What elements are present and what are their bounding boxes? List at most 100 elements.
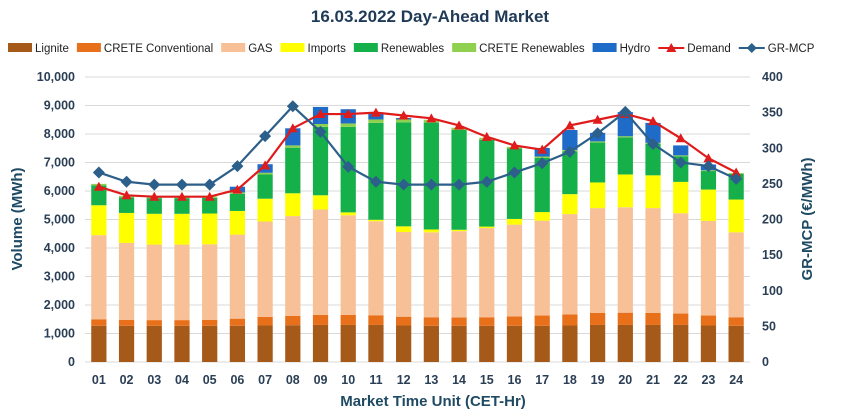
bar-segment <box>312 314 329 325</box>
legend-swatch <box>353 43 378 52</box>
bar-segment <box>396 226 412 233</box>
y2-axis-title: GR-MCP (€/MWh) <box>799 157 816 280</box>
bar-segment <box>423 232 439 318</box>
legend-label: CRETE Conventional <box>104 43 213 55</box>
bar-segment <box>589 208 606 313</box>
x-tick-label: 19 <box>591 373 605 387</box>
bar-segment <box>534 315 550 326</box>
bar-segment <box>700 220 717 316</box>
data-point <box>592 114 603 124</box>
bar-segment <box>202 197 218 214</box>
y-tick-label: 6,000 <box>44 184 75 198</box>
x-tick-label: 21 <box>646 373 660 387</box>
x-axis-title: Market Time Unit (CET-Hr) <box>340 393 526 410</box>
data-point <box>259 130 272 143</box>
bar-segment <box>506 325 523 362</box>
bar-segment <box>118 197 135 213</box>
y2-tick-label: 150 <box>762 248 783 262</box>
data-point <box>315 109 326 119</box>
bar-segment <box>479 228 495 318</box>
line-series <box>92 100 743 201</box>
bar-segment <box>728 317 744 326</box>
bar-segment <box>506 224 523 317</box>
bar-segment <box>451 231 467 318</box>
bar-segment <box>451 229 467 232</box>
x-tick-label: 04 <box>175 373 189 387</box>
bar-segment <box>396 316 412 326</box>
bar-segment <box>423 317 439 326</box>
bar-segment <box>700 315 717 326</box>
data-point <box>454 120 465 130</box>
x-tick-label: 23 <box>701 373 715 387</box>
bar-segment <box>340 123 356 127</box>
bar-segment <box>257 325 273 362</box>
bar-segment <box>645 143 661 176</box>
data-point <box>480 175 493 188</box>
data-point <box>619 105 632 118</box>
bar-segment <box>423 122 439 230</box>
data-point <box>314 125 327 138</box>
bar-segment <box>479 325 495 362</box>
bar-segment <box>202 213 218 245</box>
bar-segment <box>229 325 246 362</box>
y-tick-label: 9,000 <box>44 99 75 113</box>
legend-marker <box>746 43 757 53</box>
bar-segment <box>91 235 107 320</box>
data-point <box>232 184 243 194</box>
x-tick-label: 01 <box>92 373 106 387</box>
bar-segment <box>257 172 273 175</box>
bar-segment <box>396 232 412 317</box>
y2-tick-label: 350 <box>762 106 783 120</box>
data-point <box>537 144 548 154</box>
bar-segment <box>312 195 329 210</box>
x-tick-label: 06 <box>230 373 244 387</box>
bar-segment <box>285 147 301 194</box>
y-tick-label: 7,000 <box>44 156 75 170</box>
bar-segment <box>700 325 717 362</box>
bar-segment <box>257 174 273 199</box>
bar-segment <box>257 198 273 222</box>
data-point <box>425 178 438 191</box>
bar-segment <box>506 218 523 225</box>
legend-swatch <box>8 43 32 52</box>
data-point <box>287 123 298 133</box>
bar-segment <box>423 229 439 233</box>
bar-segment <box>146 213 162 245</box>
data-point <box>731 167 742 177</box>
data-point <box>703 153 714 163</box>
bar-segment <box>146 244 162 321</box>
bar-segment <box>368 219 384 222</box>
x-tick-label: 10 <box>341 373 355 387</box>
x-tick-label: 09 <box>314 373 328 387</box>
bar-segment <box>645 175 661 209</box>
gridlines <box>85 76 750 363</box>
y2-tick-label: 0 <box>762 355 769 369</box>
data-point <box>176 191 187 201</box>
bar-segment <box>229 318 246 326</box>
bar-segment <box>451 325 467 362</box>
data-point <box>730 172 743 185</box>
x-tick-label: 14 <box>452 373 466 387</box>
bar-segment <box>174 213 190 245</box>
bar-segment <box>91 325 107 362</box>
data-point <box>398 110 409 120</box>
data-point <box>203 178 216 191</box>
y2-tick-label: 50 <box>762 319 776 333</box>
x-tick-label: 18 <box>563 373 577 387</box>
data-point <box>175 178 188 191</box>
right-y-axis: 0 50 100 150 200 250 300 350 400 <box>762 70 783 369</box>
x-tick-label: 07 <box>258 373 272 387</box>
bar-segment <box>617 324 633 362</box>
y2-tick-label: 200 <box>762 213 783 227</box>
x-tick-label: 17 <box>535 373 549 387</box>
left-y-axis: 0 1,000 2,000 3,000 4,000 5,000 6,000 7,000 8,00… <box>37 70 75 369</box>
data-point <box>260 160 271 170</box>
data-point <box>648 116 659 126</box>
bar-segment <box>479 317 495 326</box>
y2-tick-label: 300 <box>762 141 783 155</box>
bar-segment <box>617 137 633 175</box>
bar-segment <box>285 193 301 217</box>
data-point <box>342 160 355 173</box>
bar-segment <box>368 119 384 123</box>
